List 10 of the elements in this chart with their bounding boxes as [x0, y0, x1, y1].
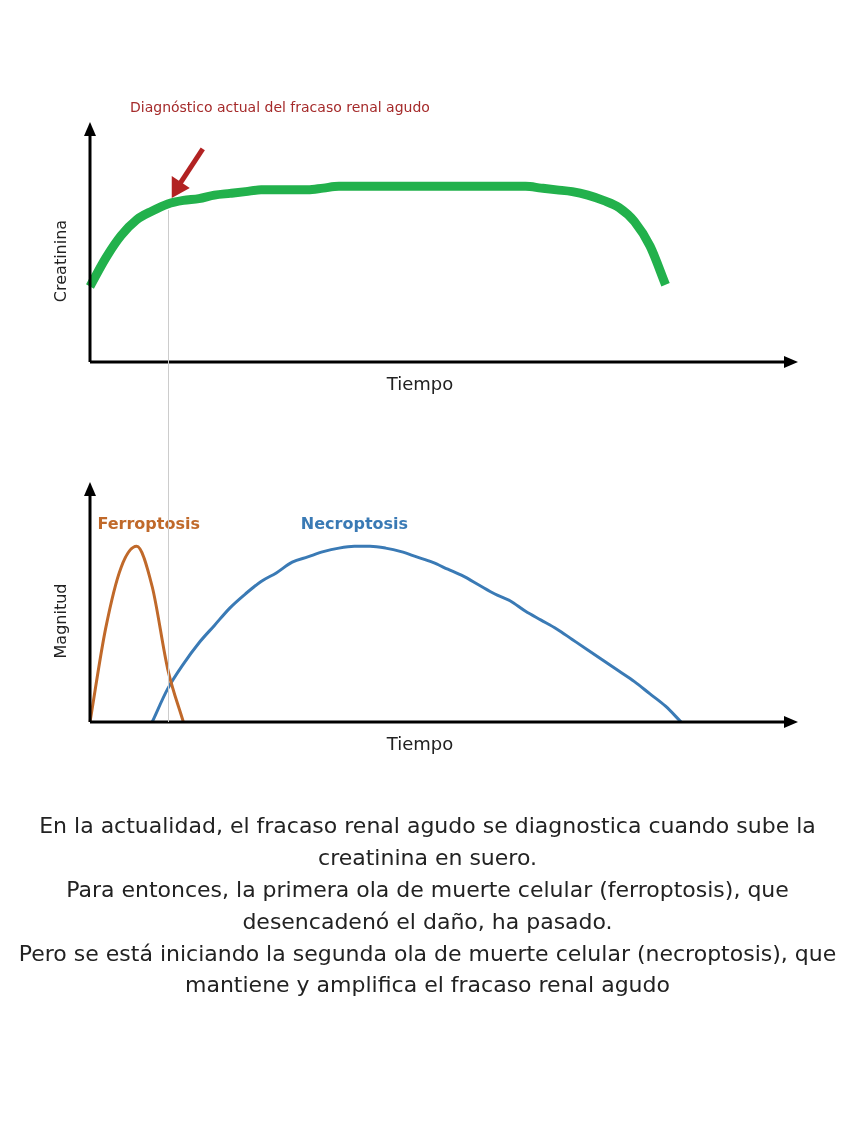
- y-axis-title: Magnitud: [51, 583, 71, 659]
- series-label: Ferroptosis: [97, 513, 200, 533]
- series-label: Necroptosis: [300, 513, 409, 533]
- y-axis-title: Creatinina: [51, 219, 71, 303]
- text: Diagnóstico actual del fracaso renal agudo: [130, 99, 430, 115]
- x-axis-title: Tiempo: [385, 732, 454, 754]
- text: En la actualidad, el fracaso renal agudo se diagnostica cuando sube la creatinina en suero.: [38, 812, 817, 872]
- text: Pero se está iniciando la segunda ola de muerte celular (necroptosis), que mantiene y amplifica el fracaso renal agudo: [17, 939, 838, 1000]
- text: Para entonces, la primera ola de muerte celular (ferroptosis), que desencadenó el daño, ha pasado.: [65, 875, 790, 936]
- x-axis-title: Tiempo: [385, 372, 454, 394]
